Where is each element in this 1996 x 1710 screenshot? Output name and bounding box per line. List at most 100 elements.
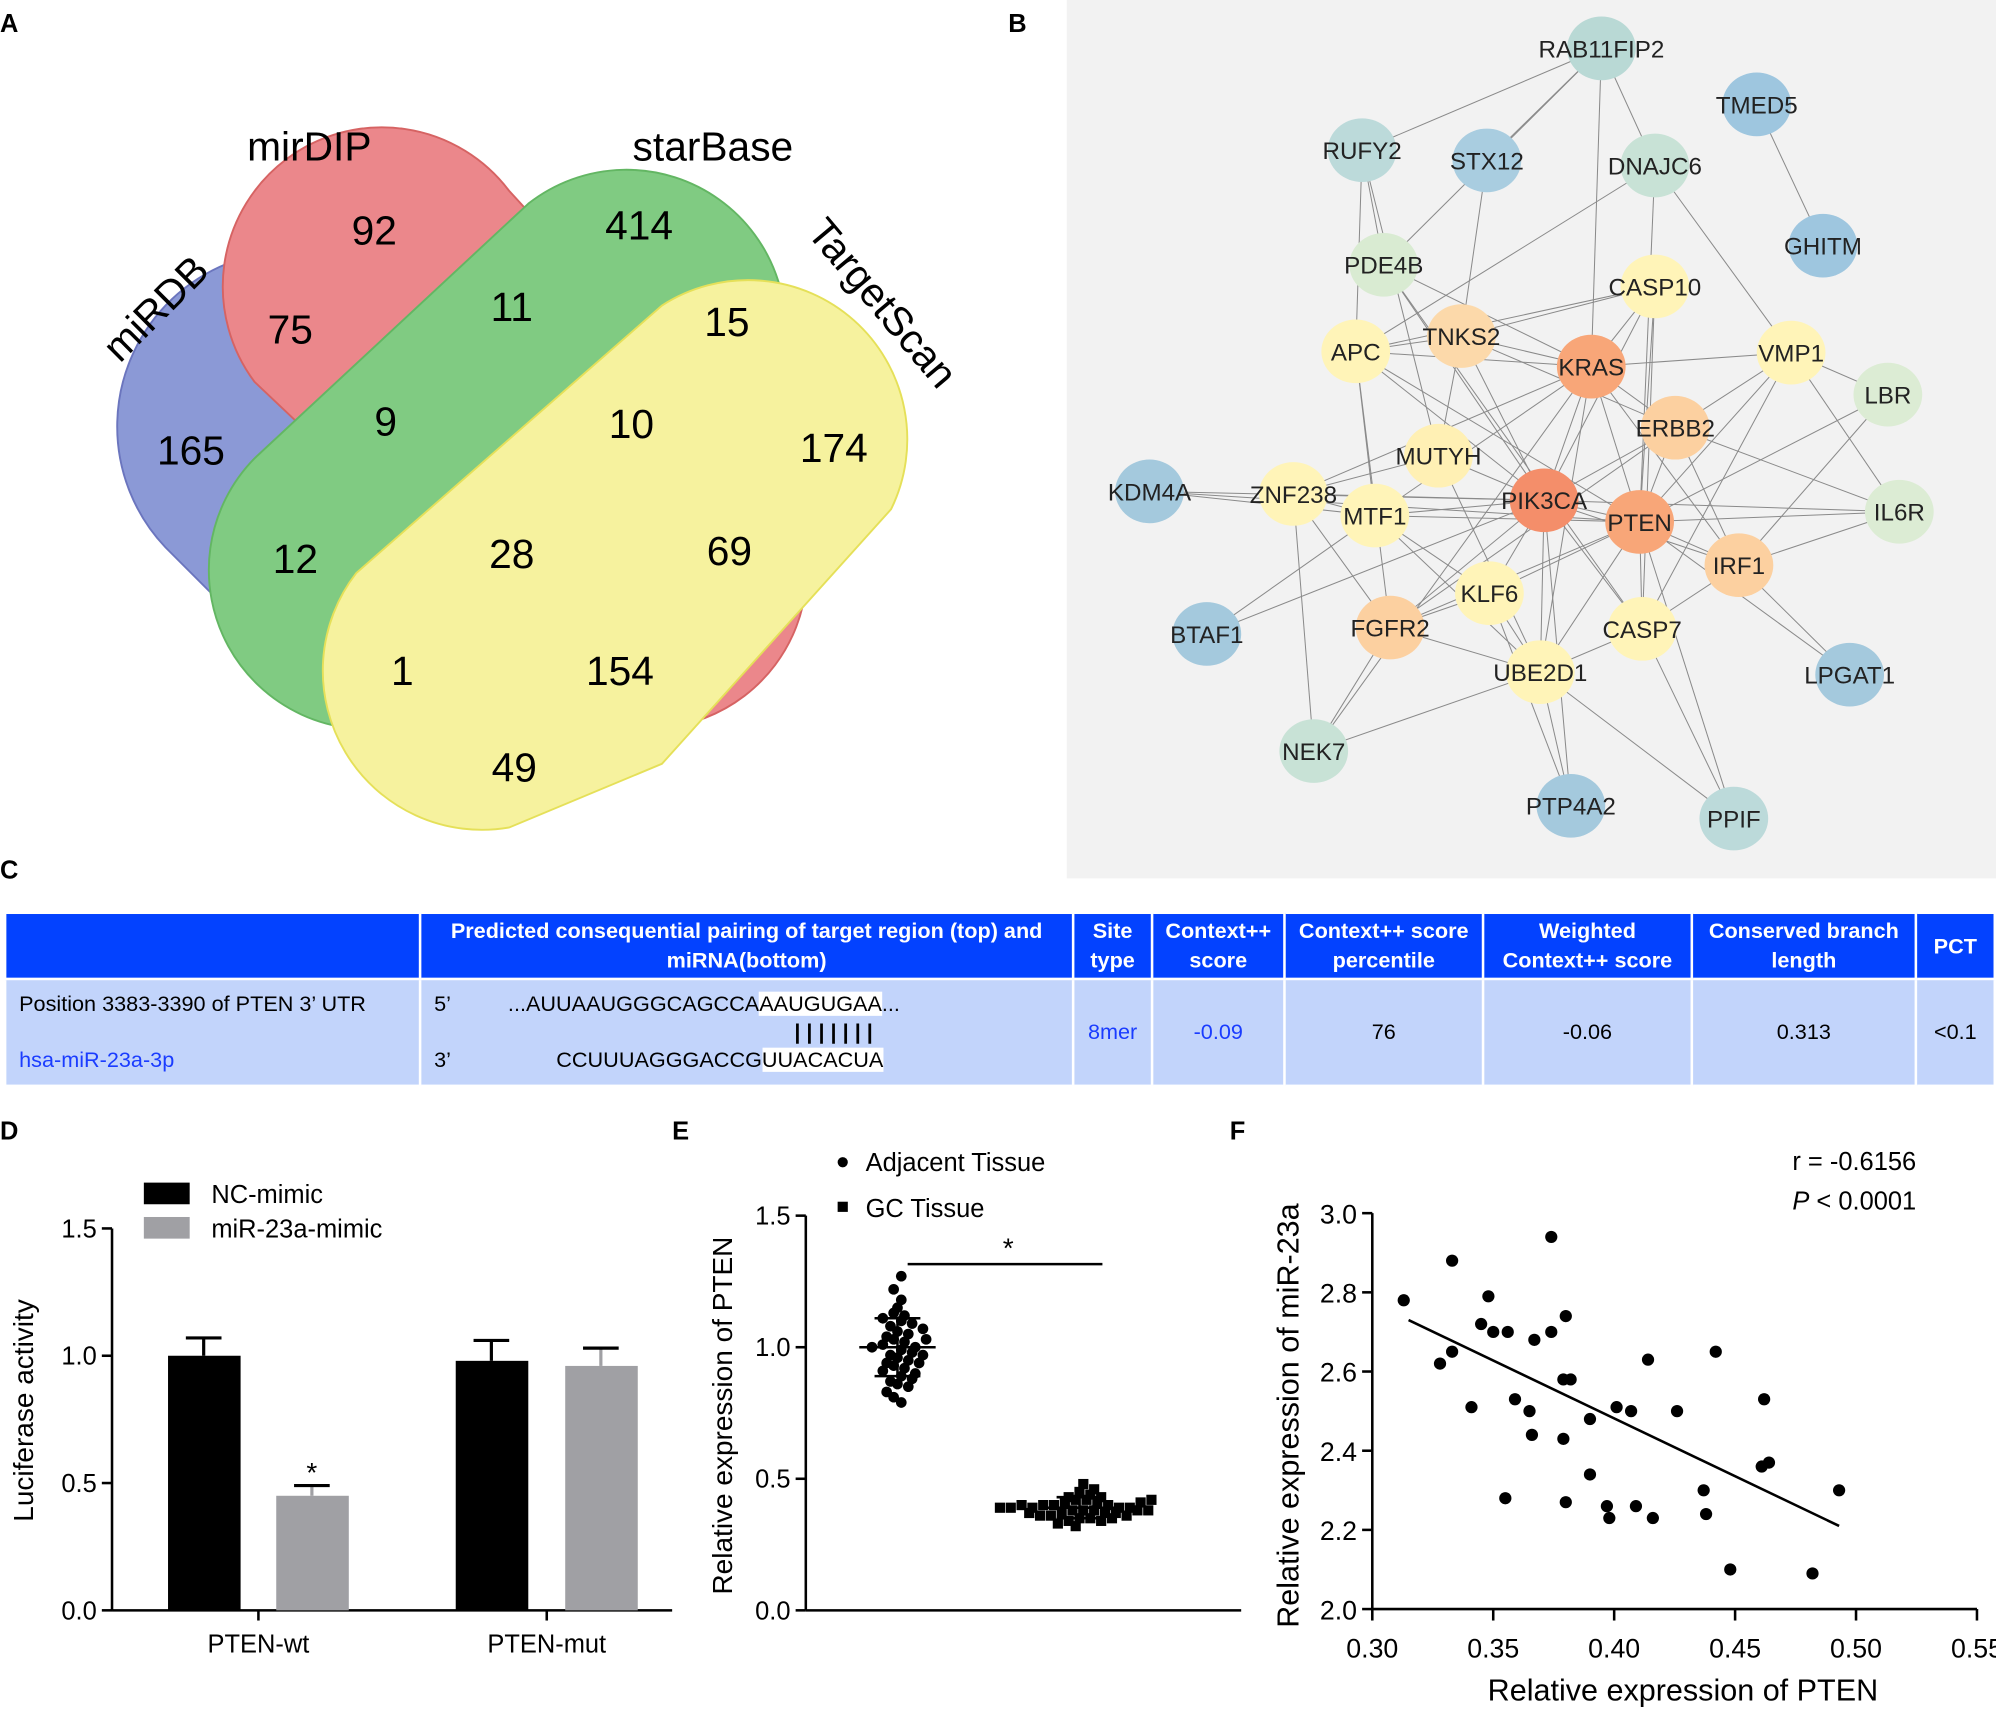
data-point — [1106, 1513, 1118, 1524]
node-circle — [1620, 133, 1690, 198]
node-label: CASP7 — [1603, 617, 1682, 644]
venn-count: 1 — [391, 648, 414, 694]
data-point — [1078, 1478, 1089, 1490]
table-header — [3, 911, 422, 981]
network-edge — [1544, 499, 1900, 513]
x-tick-label: PTEN-mut — [487, 1630, 606, 1658]
panel-label-c: C — [0, 856, 19, 885]
legend-swatch-nc — [143, 1182, 190, 1205]
network-node: PPIF — [1699, 786, 1769, 851]
data-point — [920, 1333, 932, 1345]
node-label: RUFY2 — [1322, 138, 1401, 165]
y-axis-label: Relative expression of miR-23a — [1271, 1203, 1305, 1627]
target-tail: ... — [881, 991, 900, 1016]
venn-count: 9 — [374, 398, 397, 444]
data-point — [917, 1323, 929, 1335]
legend-label-adjacent: Adjacent Tissue — [866, 1149, 1046, 1177]
data-point — [1081, 1494, 1092, 1505]
node-circle — [1355, 595, 1425, 660]
node-label: PDE4B — [1344, 253, 1423, 280]
network-node: ZNF238 — [1250, 462, 1337, 526]
venn-set-targetscan — [321, 279, 909, 831]
data-point — [1603, 1511, 1616, 1525]
data-point — [1089, 1505, 1100, 1516]
node-circle — [1722, 72, 1792, 137]
table-header: Predicted consequential pairing of targe… — [418, 911, 1075, 981]
data-point — [1070, 1494, 1081, 1505]
node-label: UBE2D1 — [1493, 660, 1587, 687]
data-point — [1016, 1500, 1027, 1511]
network-background — [1066, 0, 1996, 879]
data-point — [1583, 1468, 1597, 1481]
data-point — [1027, 1502, 1038, 1513]
table-header: Weighted Context++ score — [1481, 911, 1694, 981]
node-label: KDM4A — [1108, 479, 1192, 506]
network-node: NEK7 — [1279, 719, 1349, 783]
venn-count: 92 — [352, 207, 397, 253]
network-node: KLF6 — [1455, 561, 1524, 626]
data-point — [1487, 1325, 1500, 1339]
legend-label-mimic: miR-23a-mimic — [211, 1215, 382, 1243]
data-point — [1600, 1500, 1614, 1513]
node-circle — [1455, 561, 1524, 626]
network-edge — [1313, 366, 1592, 752]
y-tick-label: 0.0 — [61, 1597, 96, 1625]
venn-count: 165 — [157, 428, 225, 474]
node-label: ERBB2 — [1636, 416, 1715, 443]
data-point — [1557, 1432, 1570, 1445]
x-axis-label: Relative expression of PTEN — [1488, 1674, 1879, 1708]
data-point — [1146, 1494, 1157, 1505]
target-seq: ...AUUAAUGGGCAGCCA — [507, 991, 760, 1016]
node-label: CASP10 — [1609, 274, 1702, 301]
x-tick-label: 0.45 — [1709, 1633, 1761, 1663]
network-node: UBE2D1 — [1493, 640, 1587, 704]
network-node: TMED5 — [1716, 72, 1798, 137]
data-point — [1545, 1230, 1558, 1244]
site-type: 8mer — [1071, 977, 1154, 1088]
data-point — [1762, 1456, 1776, 1469]
data-point — [1697, 1484, 1710, 1497]
venn-count: 414 — [605, 202, 673, 248]
venn-count: 49 — [492, 745, 537, 791]
significance-star: * — [306, 1457, 317, 1488]
network-edge — [1355, 165, 1656, 352]
network-edge — [1639, 165, 1656, 522]
network-node: IL6R — [1864, 479, 1934, 544]
venn-label-mirdip: mirDIP — [247, 123, 371, 169]
data-point — [1059, 1497, 1070, 1508]
ppi-network: RAB11FIP2 TMED5 RUFY2 STX12 DNAJC6 GHITM PDE4B… — [1108, 16, 1934, 851]
data-point — [994, 1502, 1006, 1513]
data-point — [906, 1318, 918, 1329]
y-tick-label: 2.0 — [1320, 1595, 1357, 1625]
node-circle — [1853, 362, 1923, 427]
node-circle — [1815, 642, 1885, 707]
node-label: STX12 — [1450, 148, 1524, 175]
data-point — [1085, 1489, 1096, 1500]
data-point — [1078, 1505, 1089, 1516]
data-point — [1545, 1325, 1558, 1339]
mirna-seed: UUACACUA — [761, 1047, 884, 1072]
pct: <0.1 — [1914, 977, 1996, 1088]
p-value: P < 0.0001 — [1792, 1187, 1916, 1215]
data-point — [1132, 1505, 1143, 1516]
data-point — [1056, 1507, 1067, 1519]
node-circle — [1349, 232, 1419, 297]
bar — [565, 1365, 638, 1611]
data-point — [1143, 1505, 1154, 1516]
node-circle — [1536, 773, 1606, 838]
network-node: ERBB2 — [1636, 395, 1715, 460]
legend-label-gc: GC Tissue — [866, 1195, 985, 1223]
data-point — [913, 1357, 925, 1369]
y-tick-label: 2.6 — [1320, 1358, 1357, 1388]
node-label: ZNF238 — [1250, 482, 1337, 509]
network-edge — [1361, 47, 1602, 151]
y-tick-label: 0.5 — [61, 1470, 96, 1498]
context-score: -0.09 — [1150, 977, 1286, 1088]
y-tick-label: 2.2 — [1320, 1516, 1357, 1546]
venn-counts: 165 92 414 174 75 11 15 9 10 12 28 69 1 … — [157, 202, 868, 790]
panel-label-d: D — [0, 1117, 19, 1146]
data-point — [1482, 1290, 1495, 1303]
panel-label-e: E — [672, 1117, 690, 1146]
network-edge — [1590, 48, 1602, 367]
